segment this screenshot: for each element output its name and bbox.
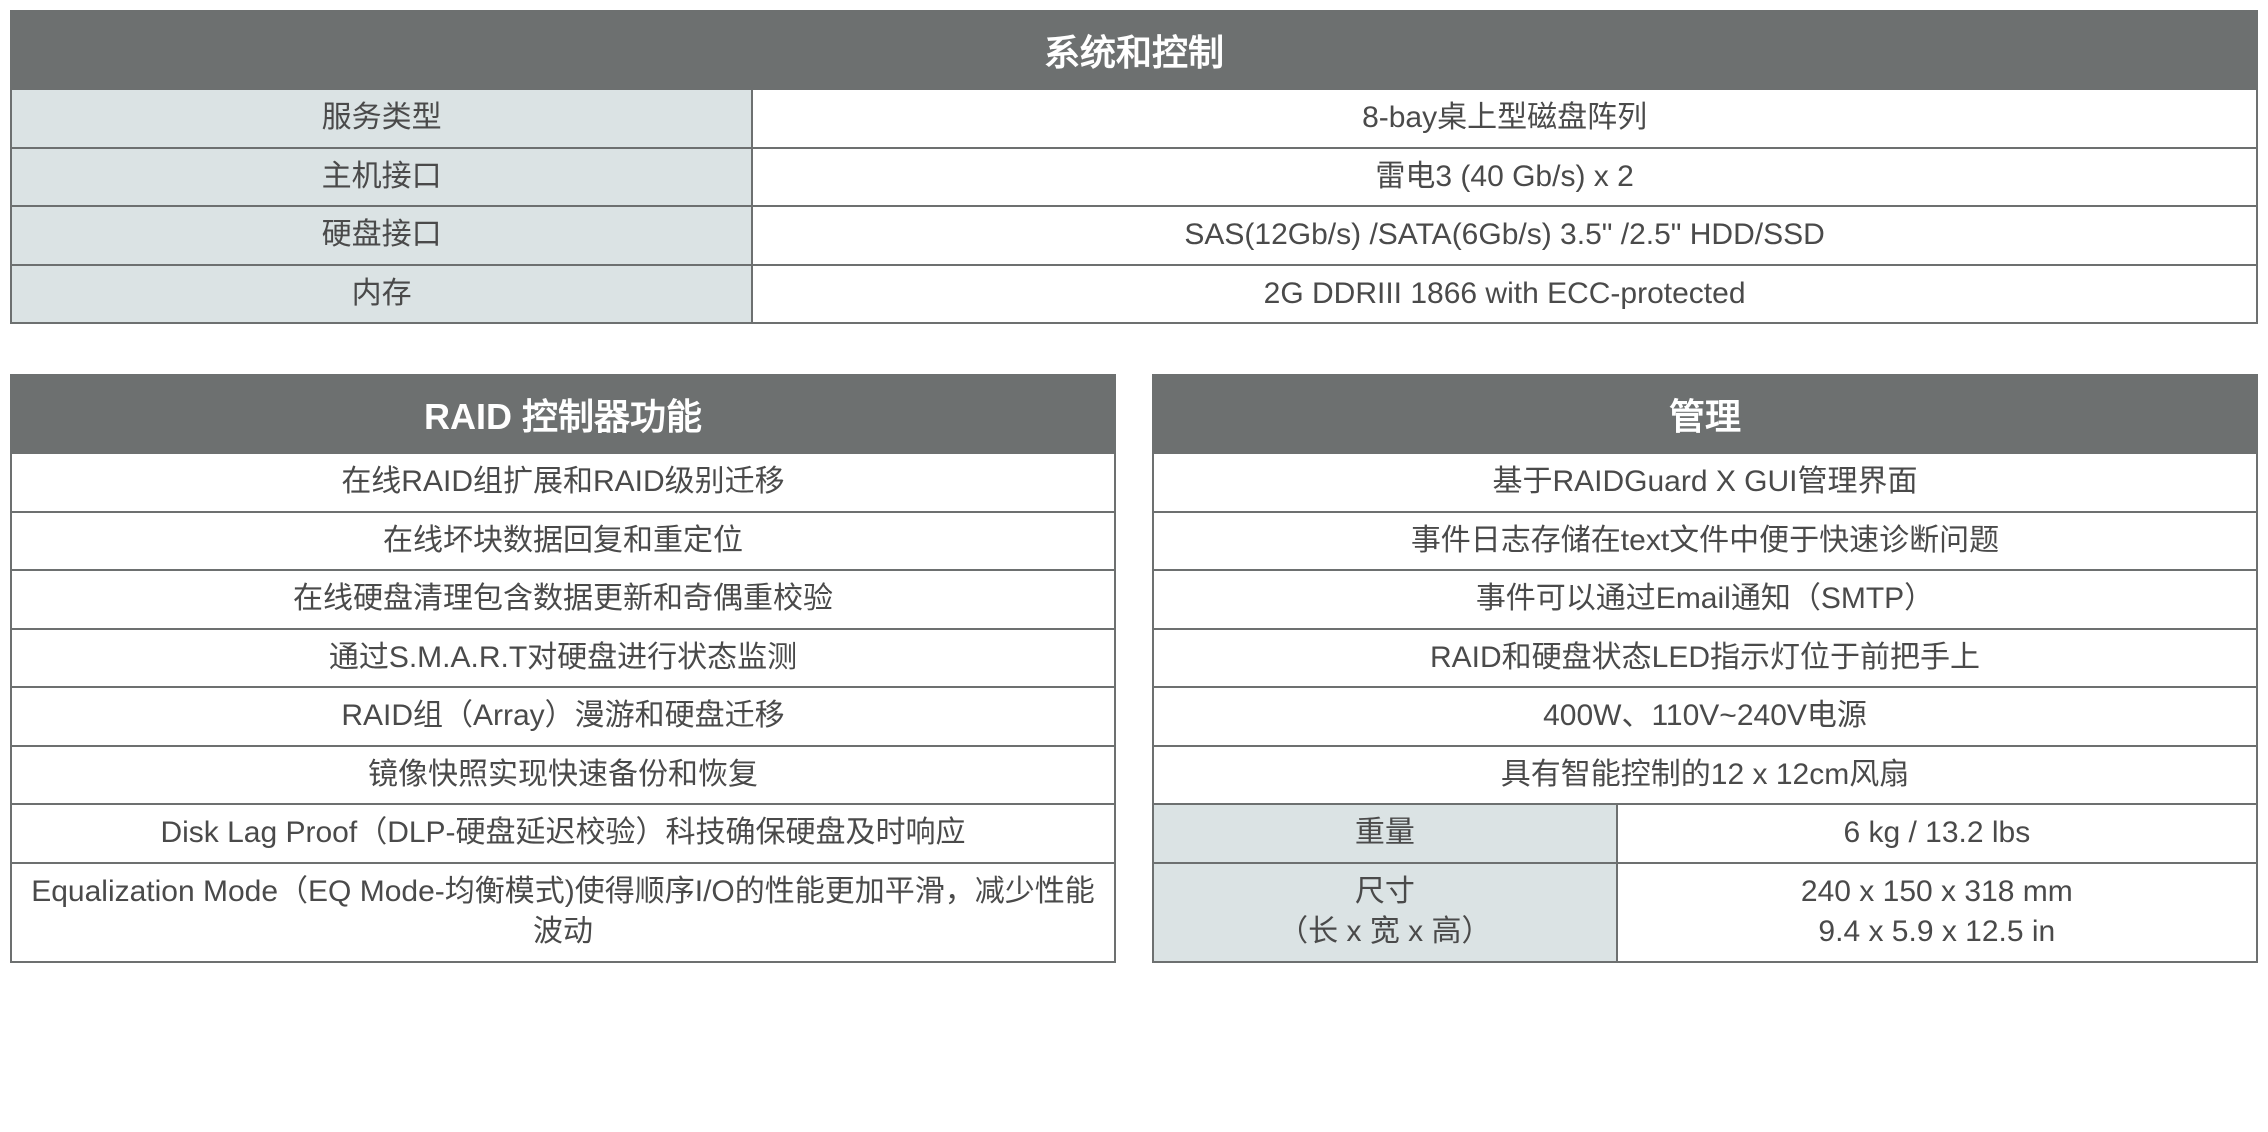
mgmt-feature: 事件可以通过Email通知（SMTP） — [1153, 570, 2257, 629]
table-row: 主机接口 雷电3 (40 Gb/s) x 2 — [11, 148, 2257, 207]
table-row: 事件可以通过Email通知（SMTP） — [1153, 570, 2257, 629]
table-row: 具有智能控制的12 x 12cm风扇 — [1153, 746, 2257, 805]
raid-feature: RAID组（Array）漫游和硬盘迁移 — [11, 687, 1115, 746]
mgmt-kv-value: 6 kg / 13.2 lbs — [1617, 804, 2257, 863]
table-row: 镜像快照实现快速备份和恢复 — [11, 746, 1115, 805]
mgmt-feature: 事件日志存储在text文件中便于快速诊断问题 — [1153, 512, 2257, 571]
raid-feature: Disk Lag Proof（DLP-硬盘延迟校验）科技确保硬盘及时响应 — [11, 804, 1115, 863]
raid-feature: 在线硬盘清理包含数据更新和奇偶重校验 — [11, 570, 1115, 629]
table-row: 在线RAID组扩展和RAID级别迁移 — [11, 453, 1115, 512]
mgmt-table-title: 管理 — [1153, 375, 2257, 453]
system-row-label: 主机接口 — [11, 148, 752, 207]
system-row-value: 2G DDRIII 1866 with ECC-protected — [752, 265, 2257, 324]
table-row: 硬盘接口 SAS(12Gb/s) /SATA(6Gb/s) 3.5" /2.5"… — [11, 206, 2257, 265]
table-row: 尺寸（长 x 宽 x 高） 240 x 150 x 318 mm9.4 x 5.… — [1153, 863, 2257, 962]
mgmt-feature: 基于RAIDGuard X GUI管理界面 — [1153, 453, 2257, 512]
system-row-label: 硬盘接口 — [11, 206, 752, 265]
system-row-label: 服务类型 — [11, 89, 752, 148]
system-row-value: SAS(12Gb/s) /SATA(6Gb/s) 3.5" /2.5" HDD/… — [752, 206, 2257, 265]
table-row: 在线硬盘清理包含数据更新和奇偶重校验 — [11, 570, 1115, 629]
table-row: 在线坏块数据回复和重定位 — [11, 512, 1115, 571]
mgmt-kv-label: 尺寸（长 x 宽 x 高） — [1153, 863, 1617, 962]
management-table: 管理 基于RAIDGuard X GUI管理界面 事件日志存储在text文件中便… — [1152, 374, 2258, 963]
table-row: 基于RAIDGuard X GUI管理界面 — [1153, 453, 2257, 512]
mgmt-feature: RAID和硬盘状态LED指示灯位于前把手上 — [1153, 629, 2257, 688]
mgmt-kv-label: 重量 — [1153, 804, 1617, 863]
mgmt-kv-value: 240 x 150 x 318 mm9.4 x 5.9 x 12.5 in — [1617, 863, 2257, 962]
mgmt-feature: 具有智能控制的12 x 12cm风扇 — [1153, 746, 2257, 805]
system-row-label: 内存 — [11, 265, 752, 324]
system-row-value: 雷电3 (40 Gb/s) x 2 — [752, 148, 2257, 207]
table-row: 内存 2G DDRIII 1866 with ECC-protected — [11, 265, 2257, 324]
raid-feature: 在线RAID组扩展和RAID级别迁移 — [11, 453, 1115, 512]
mgmt-feature: 400W、110V~240V电源 — [1153, 687, 2257, 746]
table-row: Disk Lag Proof（DLP-硬盘延迟校验）科技确保硬盘及时响应 — [11, 804, 1115, 863]
raid-feature: 通过S.M.A.R.T对硬盘进行状态监测 — [11, 629, 1115, 688]
table-row: RAID和硬盘状态LED指示灯位于前把手上 — [1153, 629, 2257, 688]
table-row: 服务类型 8-bay桌上型磁盘阵列 — [11, 89, 2257, 148]
raid-feature: Equalization Mode（EQ Mode-均衡模式)使得顺序I/O的性… — [11, 863, 1115, 962]
table-row: Equalization Mode（EQ Mode-均衡模式)使得顺序I/O的性… — [11, 863, 1115, 962]
table-row: RAID组（Array）漫游和硬盘迁移 — [11, 687, 1115, 746]
table-row: 重量 6 kg / 13.2 lbs — [1153, 804, 2257, 863]
system-table-title: 系统和控制 — [11, 11, 2257, 89]
raid-controller-table: RAID 控制器功能 在线RAID组扩展和RAID级别迁移 在线坏块数据回复和重… — [10, 374, 1116, 963]
raid-feature: 在线坏块数据回复和重定位 — [11, 512, 1115, 571]
table-row: 事件日志存储在text文件中便于快速诊断问题 — [1153, 512, 2257, 571]
table-row: 400W、110V~240V电源 — [1153, 687, 2257, 746]
system-row-value: 8-bay桌上型磁盘阵列 — [752, 89, 2257, 148]
system-control-table: 系统和控制 服务类型 8-bay桌上型磁盘阵列 主机接口 雷电3 (40 Gb/… — [10, 10, 2258, 324]
raid-table-title: RAID 控制器功能 — [11, 375, 1115, 453]
raid-feature: 镜像快照实现快速备份和恢复 — [11, 746, 1115, 805]
table-row: 通过S.M.A.R.T对硬盘进行状态监测 — [11, 629, 1115, 688]
